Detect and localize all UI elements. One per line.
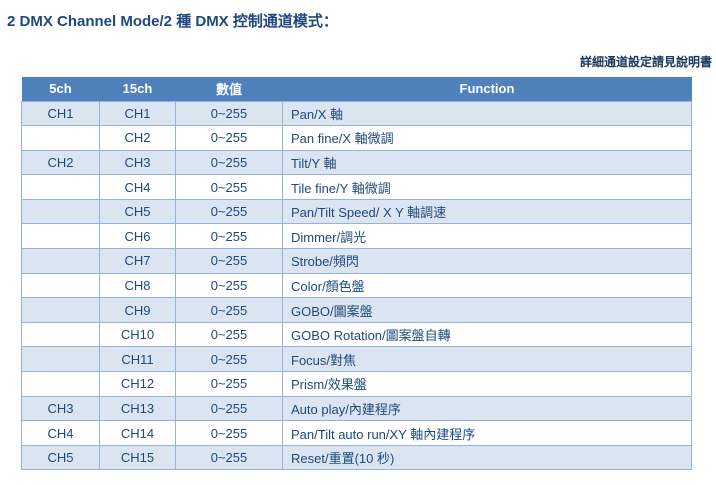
- table-row: CH9 0~255 GOBO/圖案盤: [21, 297, 692, 323]
- cell-value: 0~255: [175, 420, 283, 446]
- table-row: CH10 0~255 GOBO Rotation/圖案盤自轉: [21, 321, 692, 348]
- cell-5ch: [21, 125, 100, 151]
- cell-15ch: CH12: [99, 371, 176, 397]
- cell-value: 0~255: [175, 444, 283, 471]
- cell-function: GOBO/圖案盤: [282, 297, 692, 323]
- cell-15ch: CH11: [99, 346, 176, 373]
- cell-value: 0~255: [175, 346, 283, 373]
- cell-15ch: CH14: [99, 420, 176, 446]
- cell-15ch: CH15: [99, 444, 176, 471]
- cell-value: 0~255: [175, 174, 283, 200]
- cell-function: Pan fine/X 軸微調: [282, 125, 692, 151]
- table-row: CH7 0~255 Strobe/頻閃: [21, 248, 692, 274]
- column-header-function: Function: [282, 77, 692, 101]
- cell-15ch: CH13: [99, 395, 176, 422]
- table-row: CH2 CH3 0~255 Tilt/Y 軸: [21, 149, 692, 176]
- cell-15ch: CH2: [99, 125, 176, 151]
- table-row: CH8 0~255 Color/顏色盤: [21, 272, 692, 299]
- cell-5ch: [21, 272, 100, 299]
- cell-function: Dimmer/調光: [282, 223, 692, 250]
- cell-value: 0~255: [175, 297, 283, 323]
- cell-value: 0~255: [175, 198, 283, 225]
- table-row: CH3 CH13 0~255 Auto play/內建程序: [21, 395, 692, 422]
- cell-5ch: [21, 198, 100, 225]
- cell-function: Pan/Tilt Speed/ X Y 軸調速: [282, 198, 692, 225]
- cell-function: Focus/對焦: [282, 346, 692, 373]
- cell-function: Color/顏色盤: [282, 272, 692, 299]
- cell-function: Prism/效果盤: [282, 371, 692, 397]
- cell-5ch: [21, 371, 100, 397]
- table-body: CH1 CH1 0~255 Pan/X 軸 CH2 0~255 Pan fine/X 軸微調…: [21, 100, 692, 471]
- cell-5ch: [21, 248, 100, 274]
- table-row: CH6 0~255 Dimmer/調光: [21, 223, 692, 250]
- page-title: 2 DMX Channel Mode/2 種 DMX 控制通道模式：: [7, 13, 338, 30]
- column-header-15ch: 15ch: [99, 77, 176, 101]
- cell-value: 0~255: [175, 371, 283, 397]
- column-header-5ch: 5ch: [21, 77, 100, 101]
- cell-value: 0~255: [175, 149, 283, 176]
- table-row: CH4 CH14 0~255 Pan/Tilt auto run/XY 軸內建程序: [21, 420, 692, 446]
- cell-15ch: CH9: [99, 297, 176, 323]
- cell-15ch: CH1: [99, 100, 176, 127]
- table-row: CH5 CH15 0~255 Reset/重置(10 秒): [21, 444, 692, 471]
- table-row: CH2 0~255 Pan fine/X 軸微調: [21, 125, 692, 151]
- cell-15ch: CH3: [99, 149, 176, 176]
- cell-value: 0~255: [175, 395, 283, 422]
- cell-15ch: CH4: [99, 174, 176, 200]
- cell-5ch: CH3: [21, 395, 100, 422]
- cell-function: Tile fine/Y 軸微調: [282, 174, 692, 200]
- column-header-value: 數值: [175, 77, 283, 101]
- table-row: CH12 0~255 Prism/效果盤: [21, 371, 692, 397]
- cell-value: 0~255: [175, 248, 283, 274]
- cell-function: Strobe/頻閃: [282, 248, 692, 274]
- cell-function: Auto play/內建程序: [282, 395, 692, 422]
- cell-value: 0~255: [175, 100, 283, 127]
- table-row: CH4 0~255 Tile fine/Y 軸微調: [21, 174, 692, 200]
- cell-value: 0~255: [175, 272, 283, 299]
- cell-function: Tilt/Y 軸: [282, 149, 692, 176]
- table-row: CH11 0~255 Focus/對焦: [21, 346, 692, 373]
- cell-5ch: [21, 346, 100, 373]
- cell-15ch: CH7: [99, 248, 176, 274]
- cell-value: 0~255: [175, 223, 283, 250]
- cell-15ch: CH10: [99, 321, 176, 348]
- cell-function: Pan/X 軸: [282, 100, 692, 127]
- cell-function: Pan/Tilt auto run/XY 軸內建程序: [282, 420, 692, 446]
- manual-note: 詳細通道設定請見說明書: [579, 55, 712, 69]
- table-row: CH1 CH1 0~255 Pan/X 軸: [21, 100, 692, 127]
- cell-15ch: CH5: [99, 198, 176, 225]
- cell-function: Reset/重置(10 秒): [282, 444, 692, 471]
- cell-5ch: [21, 223, 100, 250]
- cell-5ch: [21, 297, 100, 323]
- cell-value: 0~255: [175, 321, 283, 348]
- cell-5ch: CH2: [21, 149, 100, 176]
- cell-15ch: CH6: [99, 223, 176, 250]
- table-row: CH5 0~255 Pan/Tilt Speed/ X Y 軸調速: [21, 198, 692, 225]
- cell-5ch: CH5: [21, 444, 100, 471]
- cell-5ch: [21, 174, 100, 200]
- cell-value: 0~255: [175, 125, 283, 151]
- cell-5ch: CH1: [21, 100, 100, 127]
- cell-function: GOBO Rotation/圖案盤自轉: [282, 321, 692, 348]
- cell-5ch: [21, 321, 100, 348]
- cell-5ch: CH4: [21, 420, 100, 446]
- table-header-row: 5ch 15ch 數值 Function: [21, 77, 692, 101]
- cell-15ch: CH8: [99, 272, 176, 299]
